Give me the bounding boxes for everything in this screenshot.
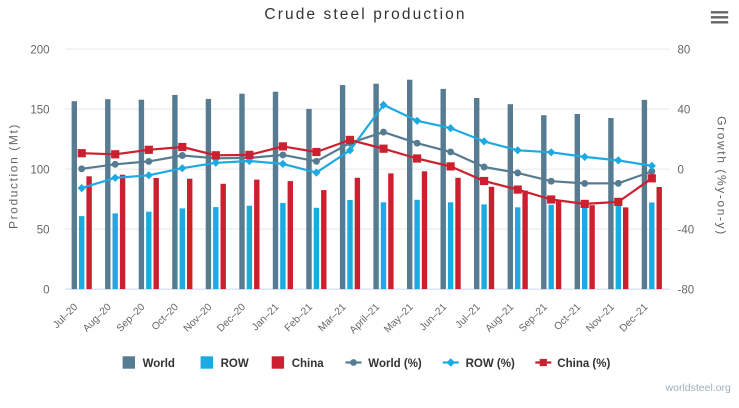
svg-text:150: 150 [30, 104, 49, 116]
svg-text:World: World [143, 358, 175, 370]
svg-text:100: 100 [30, 164, 49, 176]
svg-text:200: 200 [30, 44, 49, 56]
svg-text:-40: -40 [678, 224, 695, 236]
svg-text:ROW: ROW [221, 358, 249, 370]
svg-text:Production (Mt): Production (Mt) [7, 123, 21, 229]
svg-text:Growth (%y-on-y): Growth (%y-on-y) [714, 116, 728, 236]
svg-text:0: 0 [43, 284, 49, 296]
svg-text:-80: -80 [678, 284, 695, 296]
svg-text:ROW (%): ROW (%) [466, 358, 515, 370]
svg-text:0: 0 [678, 164, 684, 176]
svg-text:50: 50 [37, 224, 50, 236]
svg-text:China: China [292, 358, 325, 370]
svg-text:Crude steel production: Crude steel production [264, 6, 466, 23]
svg-text:80: 80 [678, 44, 691, 56]
svg-text:40: 40 [678, 104, 691, 116]
svg-text:worldsteel.org: worldsteel.org [665, 382, 732, 394]
svg-text:World (%): World (%) [368, 358, 422, 370]
svg-text:China (%): China (%) [557, 358, 610, 370]
